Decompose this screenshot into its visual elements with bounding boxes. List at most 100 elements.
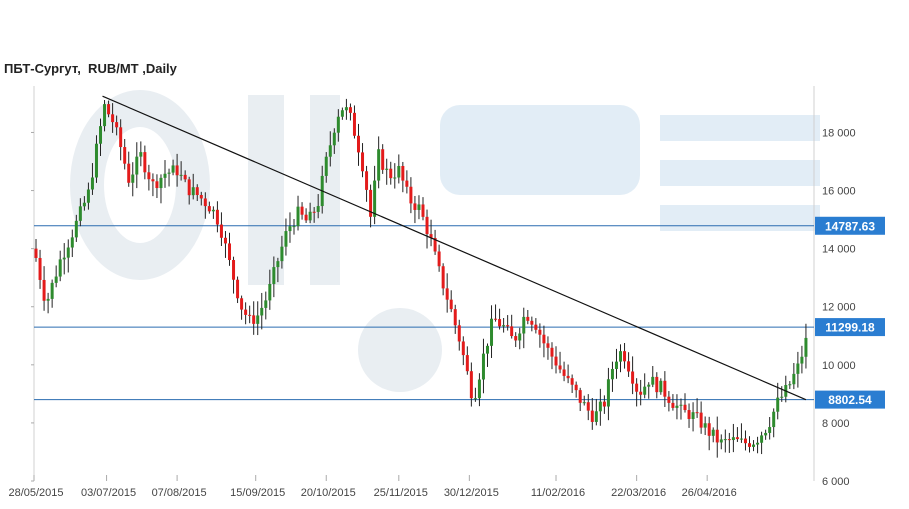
candle-up xyxy=(268,283,272,301)
candle-down xyxy=(506,325,510,327)
candle-up xyxy=(316,206,320,212)
candle-up xyxy=(502,325,506,327)
candle-down xyxy=(187,179,191,196)
y-tick-label: 16 000 xyxy=(822,186,856,198)
candle-down xyxy=(530,320,534,325)
x-tick-label: 07/08/2015 xyxy=(152,487,207,499)
candle-up xyxy=(99,126,103,144)
candle-down xyxy=(542,334,546,344)
candle-down xyxy=(228,243,232,261)
candle-down xyxy=(183,174,187,180)
candle-down xyxy=(562,369,566,376)
candle-down xyxy=(469,371,473,399)
candle-up xyxy=(284,231,288,247)
candle-down xyxy=(655,376,659,393)
candle-up xyxy=(752,444,756,447)
candle-down xyxy=(111,114,115,123)
y-axis: 18 000 16 000 14 000 12 000 10 000 8 000 6 000 xyxy=(31,127,856,488)
candle-up xyxy=(675,405,679,408)
x-tick-label: 11/02/2016 xyxy=(531,487,585,499)
candle-up xyxy=(703,423,707,428)
candle-down xyxy=(748,443,752,447)
candle-down xyxy=(304,214,308,221)
candle-down xyxy=(389,168,393,179)
candle-up xyxy=(614,361,618,369)
candle-down xyxy=(42,279,46,301)
candle-down xyxy=(623,351,627,362)
trendline xyxy=(102,95,807,401)
candle-down xyxy=(361,152,365,172)
candle-down xyxy=(663,380,667,397)
candle-down xyxy=(38,257,42,280)
candle-up xyxy=(481,353,485,380)
candle-up xyxy=(804,337,808,357)
candle-down xyxy=(175,165,179,176)
candle-down xyxy=(421,204,425,217)
candle-down xyxy=(627,361,631,372)
candle-down xyxy=(405,180,409,187)
level-label: 11299.18 xyxy=(825,321,875,335)
candle-up xyxy=(643,386,647,395)
candle-up xyxy=(340,110,344,117)
candle-down xyxy=(300,206,304,215)
candle-up xyxy=(764,432,768,436)
level-label: 8802.54 xyxy=(828,393,872,407)
candle-up xyxy=(647,384,651,387)
candle-down xyxy=(578,390,582,403)
candle-up xyxy=(58,259,62,277)
candle-down xyxy=(147,172,151,180)
candle-up xyxy=(135,156,139,175)
candle-up xyxy=(308,211,312,221)
candle-up xyxy=(70,237,74,248)
candles xyxy=(34,98,808,458)
candle-up xyxy=(760,435,764,443)
candle-down xyxy=(695,412,699,414)
candle-down xyxy=(498,319,502,327)
candle-down xyxy=(248,314,252,316)
candle-up xyxy=(167,172,171,174)
candle-down xyxy=(494,318,498,320)
candle-down xyxy=(514,336,518,341)
candle-up xyxy=(739,438,743,440)
level-label: 14787.63 xyxy=(825,219,875,233)
candle-down xyxy=(203,198,207,207)
candle-up xyxy=(260,307,264,316)
candle-down xyxy=(635,383,639,392)
candle-down xyxy=(534,324,538,330)
candle-up xyxy=(606,379,610,407)
candle-up xyxy=(651,376,655,385)
candle-down xyxy=(252,315,256,324)
candle-up xyxy=(336,116,340,133)
candle-up xyxy=(619,351,623,362)
candle-up xyxy=(377,149,381,181)
candle-down xyxy=(453,309,457,326)
candle-up xyxy=(292,226,296,228)
candle-down xyxy=(631,371,635,384)
candle-down xyxy=(119,127,123,148)
candle-down xyxy=(207,206,211,212)
y-tick-label: 12 000 xyxy=(822,302,856,314)
watermark-letter-l xyxy=(310,95,340,285)
candle-up xyxy=(792,373,796,385)
oilstat-watermark xyxy=(70,90,820,392)
candle-up xyxy=(344,107,348,111)
x-axis: 28/05/2015 03/07/2015 07/08/2015 15/09/2015… xyxy=(8,475,737,499)
candle-down xyxy=(123,147,127,164)
candle-up xyxy=(62,257,66,260)
watermark-letter-i xyxy=(248,95,284,285)
candle-up xyxy=(288,226,292,232)
level-label-box xyxy=(815,216,885,235)
candle-up xyxy=(54,276,58,283)
candle-up xyxy=(276,261,280,268)
candle-down xyxy=(554,356,558,366)
candle-down xyxy=(143,152,147,173)
candle-down xyxy=(352,112,356,136)
candle-down xyxy=(566,375,570,379)
candle-up xyxy=(397,166,401,178)
candle-down xyxy=(199,195,203,199)
candle-up xyxy=(264,300,268,308)
candle-down xyxy=(437,251,441,267)
candle-up xyxy=(691,412,695,419)
candle-up xyxy=(78,206,82,221)
x-tick-label: 15/09/2015 xyxy=(230,487,285,499)
